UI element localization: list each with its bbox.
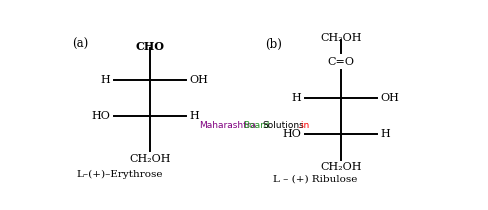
Text: .in: .in [298, 121, 309, 130]
Text: CHO: CHO [135, 41, 164, 52]
Text: CH₂OH: CH₂OH [320, 162, 362, 172]
Text: CH₂OH: CH₂OH [320, 33, 362, 43]
Text: HO: HO [282, 129, 301, 139]
Text: L – (+) Ribulose: L – (+) Ribulose [273, 175, 357, 184]
Text: Board: Board [243, 121, 269, 130]
Text: OH: OH [189, 75, 208, 85]
Text: C=O: C=O [327, 56, 354, 67]
Text: L–(+)–Erythrose: L–(+)–Erythrose [76, 170, 163, 179]
Text: H: H [101, 75, 110, 85]
Text: H: H [189, 111, 199, 121]
Text: (a): (a) [72, 38, 89, 51]
Text: Solutions: Solutions [263, 121, 305, 130]
Text: H: H [291, 93, 301, 103]
Text: H: H [381, 129, 390, 139]
Text: CH₂OH: CH₂OH [129, 154, 171, 164]
Text: (b): (b) [265, 38, 282, 51]
Text: Maharashtra: Maharashtra [199, 121, 256, 130]
Text: OH: OH [381, 93, 400, 103]
Text: HO: HO [91, 111, 110, 121]
